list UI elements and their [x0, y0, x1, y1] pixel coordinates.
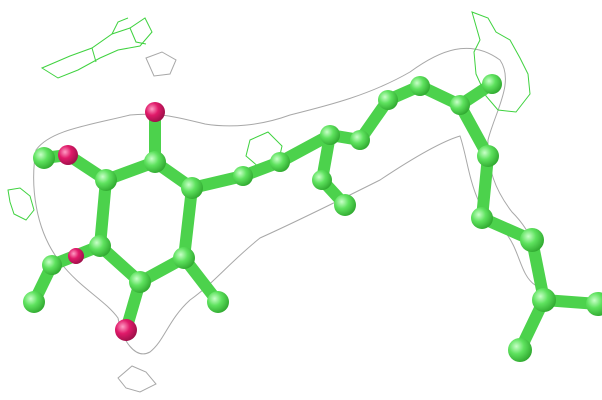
atom-spheres — [23, 74, 602, 362]
chain-carbon-atom — [482, 74, 502, 94]
chain-carbon-atom — [532, 288, 556, 312]
methyl-carbon-atom — [207, 291, 229, 313]
chain-carbon-atom — [508, 338, 532, 362]
ring-carbon-atom — [144, 151, 166, 173]
chain-carbon-atom — [477, 145, 499, 167]
oxygen-atom — [145, 102, 165, 122]
chain-carbon-atom — [586, 292, 602, 316]
bond-sticks — [28, 78, 602, 356]
methyl-carbon-atom — [334, 194, 356, 216]
oxygen-atom — [58, 145, 78, 165]
difference-density-mesh — [7, 11, 531, 221]
chain-carbon-atom — [320, 125, 340, 145]
methyl-carbon-atom — [42, 255, 62, 275]
methyl-carbon-atom — [312, 170, 332, 190]
chain-carbon-atom — [450, 95, 470, 115]
ring-carbon-atom — [181, 177, 203, 199]
chain-carbon-atom — [471, 207, 493, 229]
ring-carbon-atom — [173, 247, 195, 269]
methyl-carbon-atom — [33, 147, 55, 169]
ring-carbon-atom — [129, 271, 151, 293]
chain-carbon-atom — [410, 76, 430, 96]
ring-carbon-atom — [95, 169, 117, 191]
chain-carbon-atom — [350, 130, 370, 150]
ring-carbon-atom — [89, 235, 111, 257]
methyl-carbon-atom — [23, 291, 45, 313]
density-fragments — [117, 51, 177, 393]
chain-carbon-atom — [520, 228, 544, 252]
oxygen-atom — [68, 248, 84, 264]
chain-carbon-atom — [233, 166, 253, 186]
oxygen-atom — [115, 319, 137, 341]
chain-carbon-atom — [270, 152, 290, 172]
electron-density-mesh — [33, 47, 539, 355]
chain-carbon-atom — [378, 90, 398, 110]
